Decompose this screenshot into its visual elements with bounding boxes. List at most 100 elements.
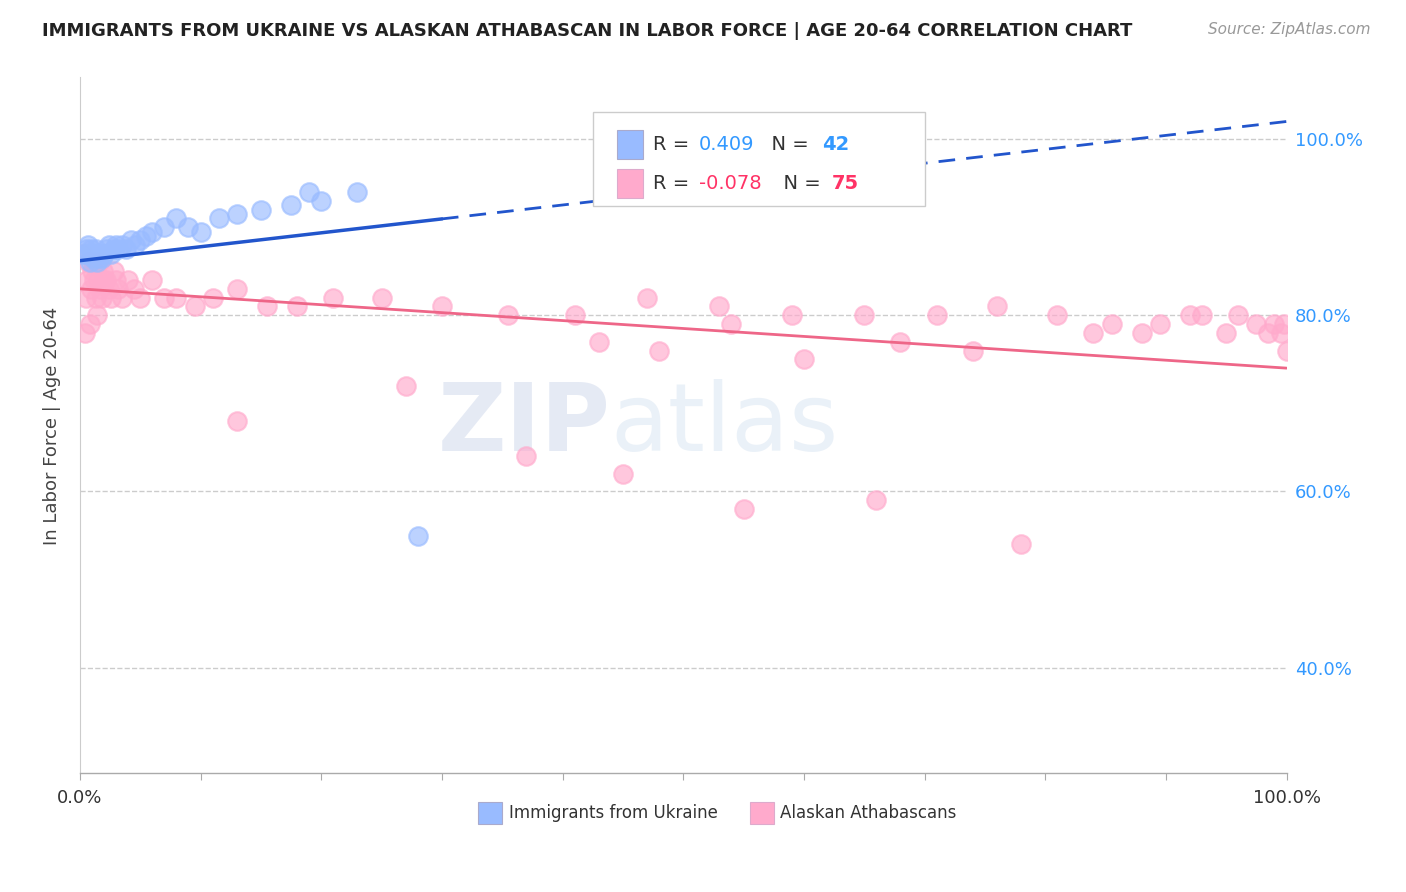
Point bbox=[93, 273, 115, 287]
Text: N =: N = bbox=[759, 136, 815, 154]
Point bbox=[97, 237, 120, 252]
Point bbox=[79, 317, 101, 331]
Point bbox=[853, 308, 876, 322]
Point bbox=[103, 242, 125, 256]
FancyBboxPatch shape bbox=[617, 169, 644, 198]
Point bbox=[780, 308, 803, 322]
Point bbox=[1275, 343, 1298, 358]
Point bbox=[406, 528, 429, 542]
Point bbox=[91, 246, 114, 260]
Point bbox=[89, 246, 111, 260]
Point bbox=[395, 378, 418, 392]
Point bbox=[120, 234, 142, 248]
Point bbox=[97, 282, 120, 296]
Point bbox=[183, 300, 205, 314]
FancyBboxPatch shape bbox=[478, 802, 502, 824]
Point bbox=[114, 242, 136, 256]
FancyBboxPatch shape bbox=[749, 802, 773, 824]
Point bbox=[82, 255, 104, 269]
Point bbox=[91, 264, 114, 278]
Point bbox=[1215, 326, 1237, 340]
Point bbox=[925, 308, 948, 322]
Point bbox=[636, 291, 658, 305]
Point bbox=[129, 291, 152, 305]
Point bbox=[1263, 317, 1285, 331]
Point bbox=[96, 273, 118, 287]
Point bbox=[105, 237, 128, 252]
Text: IMMIGRANTS FROM UKRAINE VS ALASKAN ATHABASCAN IN LABOR FORCE | AGE 20-64 CORRELA: IMMIGRANTS FROM UKRAINE VS ALASKAN ATHAB… bbox=[42, 22, 1133, 40]
Y-axis label: In Labor Force | Age 20-64: In Labor Force | Age 20-64 bbox=[44, 306, 60, 544]
Text: Immigrants from Ukraine: Immigrants from Ukraine bbox=[509, 804, 718, 822]
Point bbox=[720, 317, 742, 331]
Point bbox=[72, 246, 94, 260]
Point bbox=[430, 300, 453, 314]
Point bbox=[83, 246, 105, 260]
Point bbox=[986, 300, 1008, 314]
Point bbox=[1010, 537, 1032, 551]
Point bbox=[87, 273, 110, 287]
Point bbox=[84, 291, 107, 305]
Point bbox=[793, 352, 815, 367]
Point bbox=[153, 291, 176, 305]
Point bbox=[80, 246, 103, 260]
Point bbox=[225, 207, 247, 221]
Point bbox=[1270, 326, 1292, 340]
Point bbox=[1083, 326, 1105, 340]
Point bbox=[107, 242, 129, 256]
Point bbox=[103, 264, 125, 278]
Point bbox=[190, 225, 212, 239]
Point bbox=[1130, 326, 1153, 340]
Point bbox=[1246, 317, 1268, 331]
FancyBboxPatch shape bbox=[617, 130, 644, 160]
Point bbox=[77, 237, 100, 252]
Point bbox=[111, 291, 134, 305]
Point bbox=[73, 326, 96, 340]
Point bbox=[177, 220, 200, 235]
Point bbox=[309, 194, 332, 208]
Point bbox=[201, 291, 224, 305]
Point bbox=[117, 273, 139, 287]
Point bbox=[96, 242, 118, 256]
Point bbox=[208, 211, 231, 226]
Point bbox=[84, 242, 107, 256]
Point bbox=[648, 343, 671, 358]
Point bbox=[75, 242, 97, 256]
Point bbox=[89, 282, 111, 296]
Point bbox=[298, 185, 321, 199]
Point bbox=[80, 282, 103, 296]
Point bbox=[1101, 317, 1123, 331]
Point bbox=[93, 246, 115, 260]
Text: ZIP: ZIP bbox=[437, 379, 610, 471]
Text: 42: 42 bbox=[823, 136, 849, 154]
Text: 75: 75 bbox=[831, 174, 859, 193]
Point bbox=[165, 291, 187, 305]
Point bbox=[612, 467, 634, 481]
Point bbox=[89, 251, 111, 265]
Point bbox=[76, 246, 98, 260]
Point bbox=[77, 255, 100, 269]
Point bbox=[564, 308, 586, 322]
Point bbox=[141, 225, 163, 239]
Point bbox=[588, 334, 610, 349]
Point bbox=[225, 282, 247, 296]
Point bbox=[107, 282, 129, 296]
Text: N =: N = bbox=[772, 174, 827, 193]
Point bbox=[135, 229, 157, 244]
Point bbox=[225, 414, 247, 428]
Point bbox=[111, 237, 134, 252]
Point bbox=[285, 300, 308, 314]
Point bbox=[89, 255, 111, 269]
Point bbox=[105, 273, 128, 287]
Point bbox=[79, 255, 101, 269]
Point bbox=[889, 334, 911, 349]
Text: R =: R = bbox=[652, 136, 696, 154]
Point bbox=[1046, 308, 1069, 322]
Point bbox=[122, 282, 145, 296]
Point bbox=[496, 308, 519, 322]
Point bbox=[75, 291, 97, 305]
Point bbox=[80, 242, 103, 256]
Point bbox=[733, 502, 755, 516]
Point bbox=[322, 291, 344, 305]
Text: Source: ZipAtlas.com: Source: ZipAtlas.com bbox=[1208, 22, 1371, 37]
Point bbox=[83, 273, 105, 287]
